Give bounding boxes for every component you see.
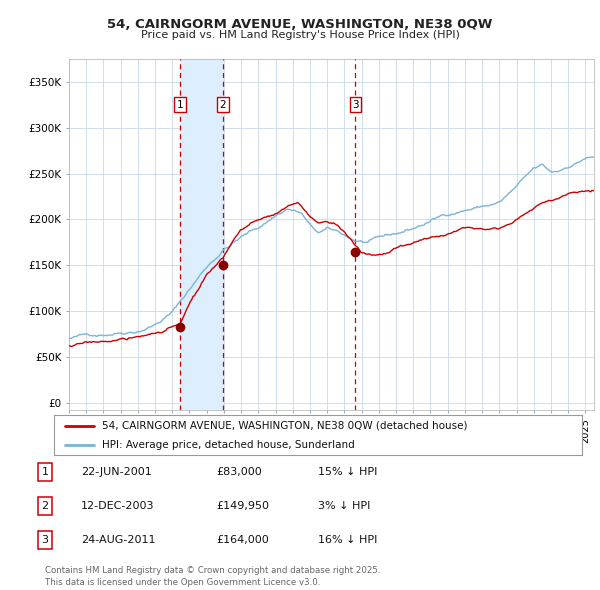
Text: 1: 1 [177,100,184,110]
Text: 2: 2 [41,501,49,510]
Text: 12-DEC-2003: 12-DEC-2003 [81,501,155,510]
Text: 24-AUG-2011: 24-AUG-2011 [81,535,155,545]
Text: 2: 2 [220,100,226,110]
Text: 54, CAIRNGORM AVENUE, WASHINGTON, NE38 0QW (detached house): 54, CAIRNGORM AVENUE, WASHINGTON, NE38 0… [101,421,467,431]
Text: 3: 3 [41,535,49,545]
Text: 3: 3 [352,100,359,110]
Text: £83,000: £83,000 [216,467,262,477]
Text: HPI: Average price, detached house, Sunderland: HPI: Average price, detached house, Sund… [101,440,354,450]
Text: Contains HM Land Registry data © Crown copyright and database right 2025.
This d: Contains HM Land Registry data © Crown c… [45,566,380,587]
Text: £164,000: £164,000 [216,535,269,545]
Text: 16% ↓ HPI: 16% ↓ HPI [318,535,377,545]
Text: 15% ↓ HPI: 15% ↓ HPI [318,467,377,477]
Text: Price paid vs. HM Land Registry's House Price Index (HPI): Price paid vs. HM Land Registry's House … [140,30,460,40]
Text: 3% ↓ HPI: 3% ↓ HPI [318,501,370,510]
Bar [181,59,223,410]
Text: £149,950: £149,950 [216,501,269,510]
Text: 1: 1 [41,467,49,477]
Text: 22-JUN-2001: 22-JUN-2001 [81,467,152,477]
Text: 54, CAIRNGORM AVENUE, WASHINGTON, NE38 0QW: 54, CAIRNGORM AVENUE, WASHINGTON, NE38 0… [107,18,493,31]
